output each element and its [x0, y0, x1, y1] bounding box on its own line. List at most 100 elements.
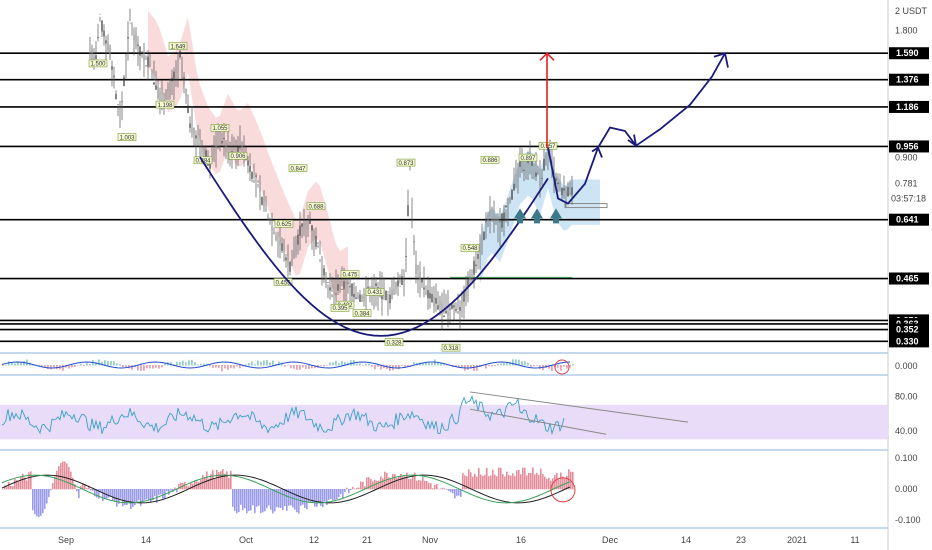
price-axis[interactable]: 2 USDT 1.800 0.900 0.781 03:57:18 1.590 1.376 1…: [889, 0, 932, 550]
histogram-bar: [100, 489, 102, 493]
histogram-bar: [270, 489, 272, 510]
histogram-bar: [238, 489, 240, 513]
oscillator-bar: [80, 363, 82, 366]
candle-body: [447, 312, 449, 316]
histogram-bar: [152, 489, 154, 501]
histogram-bar: [546, 478, 548, 490]
oscillator-bar: [221, 365, 223, 372]
histogram-bar: [256, 489, 258, 507]
histogram-bar: [200, 479, 202, 490]
oscillator-bar: [224, 365, 226, 369]
candle-body: [557, 182, 559, 185]
histogram-bar: [46, 489, 48, 504]
oscillator-bar: [38, 365, 40, 367]
histogram-bar: [40, 489, 42, 516]
histogram-bar: [66, 463, 68, 490]
candle-body: [359, 294, 361, 302]
histogram-bar: [22, 473, 24, 490]
histogram-bar: [512, 473, 514, 490]
histogram-bar: [4, 485, 6, 490]
histogram-bar: [174, 487, 176, 490]
candle-body: [241, 141, 243, 151]
candle-body: [149, 64, 151, 68]
candle-body: [299, 225, 301, 236]
candle-body: [159, 91, 161, 100]
oscillator-bar: [398, 365, 400, 370]
price-annotation-text: 0.328: [386, 340, 402, 346]
candle-body: [445, 310, 447, 314]
oscillator-bar: [503, 362, 505, 366]
candle-body: [545, 155, 547, 166]
candle-body: [457, 310, 459, 314]
trend-line-upper: [469, 391, 689, 423]
histogram-bar: [408, 479, 410, 490]
histogram-bar: [212, 470, 214, 490]
highlight-circle: [554, 359, 570, 375]
histogram-bar: [556, 472, 558, 490]
level-badge-text: 0.641: [896, 215, 919, 225]
histogram-bar: [572, 471, 574, 490]
candle-body: [91, 48, 93, 61]
histogram-axis-tick: 0.000: [895, 484, 918, 494]
oscillator-bar: [506, 362, 508, 366]
candle-body: [215, 138, 217, 148]
histogram-bar: [310, 489, 312, 503]
histogram-bar: [466, 476, 468, 490]
histogram-bar: [222, 469, 224, 490]
price-annotation-text: 0.431: [367, 290, 383, 296]
oscillator-bar: [446, 365, 448, 366]
histogram-bar: [474, 473, 476, 490]
oscillator-bar: [530, 365, 532, 368]
oscillator-bar: [476, 365, 478, 371]
candle-body: [375, 283, 377, 287]
histogram-bar: [140, 489, 142, 506]
time-axis[interactable]: Sep 14 Oct 12 21 Nov 16 Dec 14 23 2021 11: [58, 535, 860, 545]
histogram-bar: [52, 483, 54, 490]
price-box: [564, 203, 608, 209]
candle-body: [539, 179, 541, 186]
histogram-bar: [364, 486, 366, 490]
histogram-bar: [68, 466, 70, 490]
oscillator-bar: [149, 365, 151, 369]
histogram-bar: [390, 478, 392, 490]
candle-body: [249, 165, 251, 172]
price-annotation-text: 0.395: [332, 306, 348, 312]
oscillator-bar: [170, 362, 172, 366]
candle-body: [427, 290, 429, 299]
candle-body: [193, 128, 195, 136]
oscillator-bar: [176, 361, 178, 366]
candle-body: [499, 221, 501, 223]
candle-body: [151, 73, 153, 75]
histogram-bar: [492, 469, 494, 490]
oscillator-bar: [74, 365, 76, 367]
price-annotation: [340, 270, 360, 278]
candle-body: [429, 292, 431, 299]
oscillator-bar: [320, 365, 322, 366]
candle-body: [121, 101, 123, 103]
candle-body: [345, 280, 347, 285]
price-annotation: [117, 133, 137, 141]
candle-body: [247, 160, 249, 166]
candle-body: [197, 143, 199, 145]
oscillator-bar: [278, 361, 280, 366]
histogram-bar: [108, 489, 110, 498]
histogram-bar: [272, 489, 274, 514]
oscillator-bar: [164, 363, 166, 366]
countdown-label: 03:57:18: [891, 193, 926, 203]
oscillator-bar: [332, 362, 334, 366]
candle-body: [139, 46, 141, 56]
candle-body: [477, 254, 479, 259]
candle-body: [571, 187, 573, 195]
histogram-bar: [344, 489, 346, 492]
rsi-panel: [0, 391, 888, 440]
oscillator-bar: [377, 365, 379, 367]
histogram-bar: [216, 469, 218, 490]
oscillator-bar: [470, 365, 472, 369]
candle-body: [131, 23, 133, 25]
histogram-bar: [450, 489, 452, 493]
oscillator-bar: [8, 361, 10, 366]
histogram-bar: [532, 467, 534, 490]
histogram-bar: [328, 489, 330, 500]
oscillator-bar: [572, 363, 574, 366]
